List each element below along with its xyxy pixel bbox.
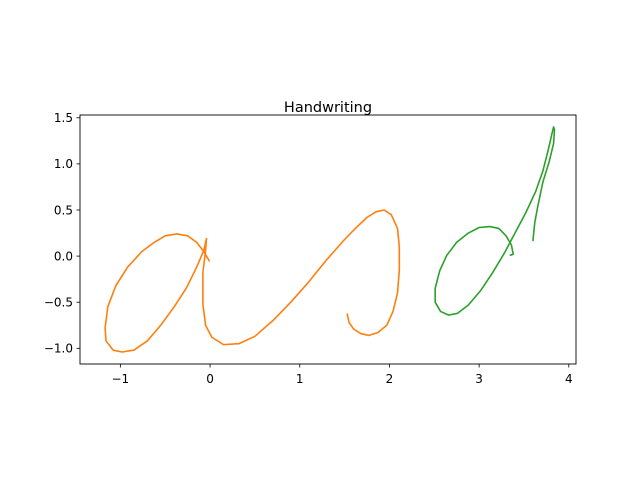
x-tick-label: −1 (112, 372, 130, 386)
y-axis-ticks: −1.0 −0.5 0.0 0.5 1.0 1.5 (44, 111, 80, 356)
x-tick-label: 4 (565, 372, 573, 386)
x-tick-label: 1 (296, 372, 304, 386)
y-tick-label: −0.5 (44, 296, 73, 310)
chart-title: Handwriting (284, 100, 372, 116)
series-line-2 (434, 126, 556, 316)
y-tick-label: 1.0 (54, 157, 73, 171)
y-tick-label: 1.5 (54, 111, 73, 125)
axes-frame (79, 114, 577, 365)
x-tick-label: 2 (386, 372, 394, 386)
y-tick-label: 0.0 (54, 249, 73, 263)
y-tick-label: 0.5 (54, 203, 73, 217)
plot-lines (104, 126, 556, 353)
y-tick-label: −1.0 (44, 342, 73, 356)
series-line-1 (104, 209, 401, 353)
x-tick-label: 0 (206, 372, 214, 386)
x-axis-ticks: −1 0 1 2 3 4 (112, 364, 573, 386)
x-tick-label: 3 (475, 372, 483, 386)
